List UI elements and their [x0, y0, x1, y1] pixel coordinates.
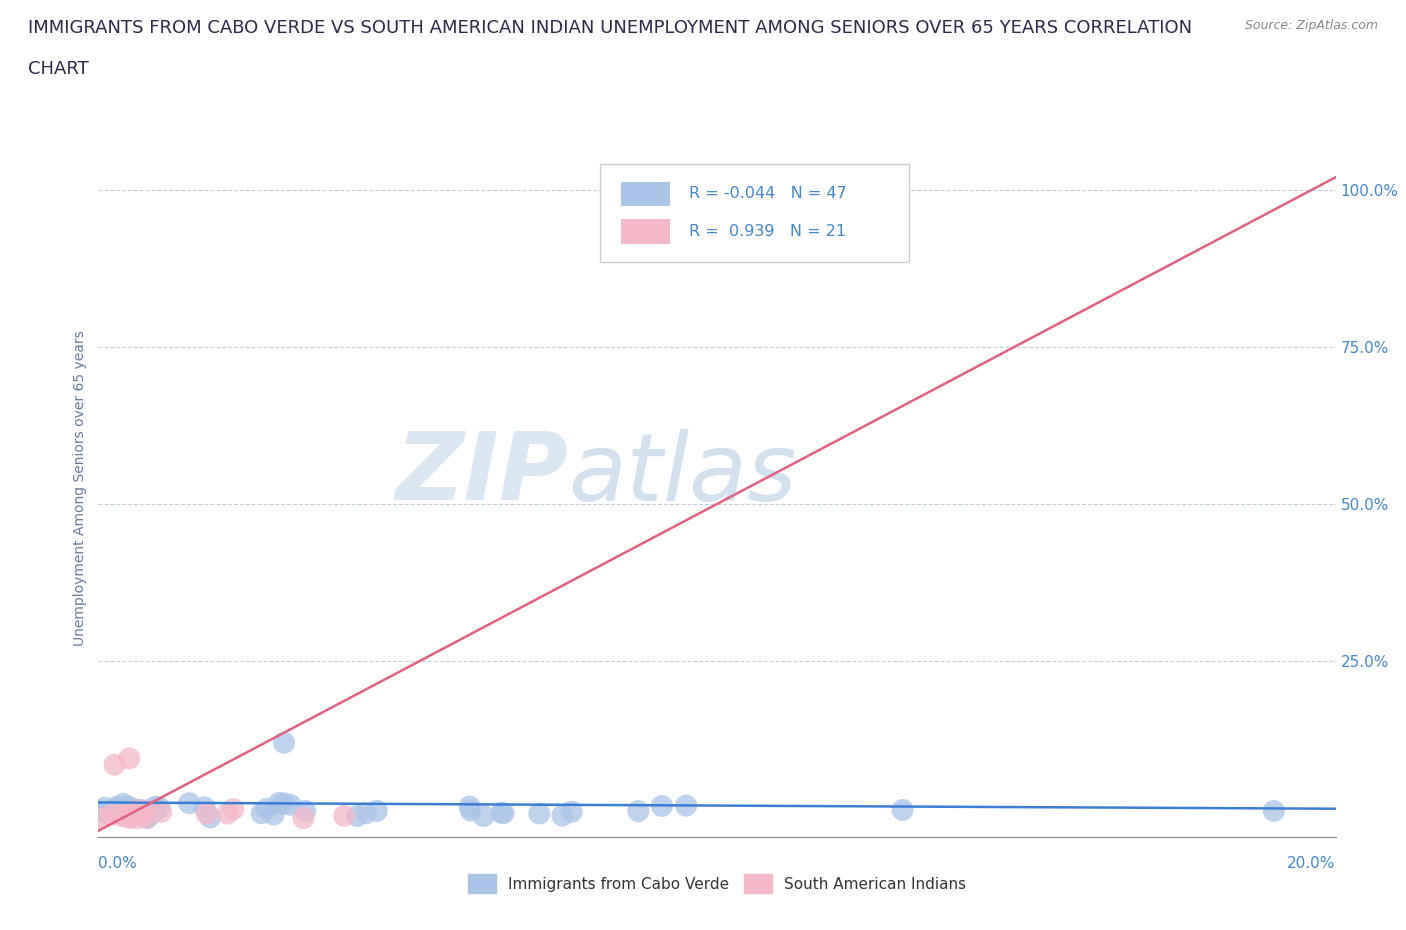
Point [132, 804, 155, 819]
Point [891, 803, 914, 817]
Point [145, 803, 167, 817]
Text: Source: ZipAtlas.com: Source: ZipAtlas.com [1244, 19, 1378, 32]
Point [256, 802, 278, 817]
Point [267, 795, 290, 810]
Point [127, 811, 149, 826]
Point [111, 809, 134, 824]
Point [627, 804, 650, 818]
Point [472, 808, 495, 823]
Y-axis label: Unemployment Among Seniors over 65 years: Unemployment Among Seniors over 65 years [73, 330, 87, 646]
Bar [620, 181, 671, 206]
Point [492, 805, 515, 820]
Point [124, 804, 146, 819]
Point [136, 811, 159, 826]
Point [118, 751, 141, 766]
Point [103, 757, 125, 772]
Point [138, 809, 160, 824]
Point [118, 810, 141, 825]
Point [460, 804, 482, 818]
Point [100, 807, 122, 822]
Point [195, 806, 218, 821]
Text: ZIP: ZIP [395, 429, 568, 520]
Text: atlas: atlas [568, 429, 797, 520]
Text: R =  0.939   N = 21: R = 0.939 N = 21 [689, 224, 846, 239]
Point [120, 810, 142, 825]
Point [120, 804, 142, 819]
Point [101, 804, 124, 818]
Point [148, 800, 170, 815]
Point [105, 800, 128, 815]
Point [129, 803, 152, 817]
Point [222, 802, 245, 817]
Point [333, 808, 356, 823]
Point [135, 803, 157, 817]
Point [143, 800, 166, 815]
Point [128, 804, 150, 818]
Bar [620, 219, 671, 244]
Point [294, 804, 316, 818]
FancyBboxPatch shape [599, 164, 908, 261]
Point [112, 807, 135, 822]
Point [198, 810, 221, 825]
Point [93, 801, 115, 816]
Point [491, 805, 513, 820]
Point [217, 806, 239, 821]
Text: CHART: CHART [28, 60, 89, 78]
Text: R = -0.044   N = 47: R = -0.044 N = 47 [689, 186, 846, 202]
Point [278, 797, 301, 812]
Point [250, 806, 273, 821]
Point [346, 809, 368, 824]
Point [120, 804, 142, 819]
Point [458, 799, 481, 814]
Point [561, 804, 583, 819]
Point [292, 811, 315, 826]
Point [115, 808, 138, 823]
Point [121, 801, 143, 816]
Point [91, 811, 114, 826]
Point [150, 804, 173, 819]
Point [107, 804, 129, 819]
Point [135, 810, 157, 825]
Point [366, 804, 388, 818]
Text: 20.0%: 20.0% [1288, 857, 1336, 871]
Point [179, 796, 201, 811]
Point [273, 736, 295, 751]
Point [93, 805, 115, 820]
Point [117, 799, 139, 814]
Point [551, 808, 574, 823]
Point [1263, 804, 1285, 818]
Text: IMMIGRANTS FROM CABO VERDE VS SOUTH AMERICAN INDIAN UNEMPLOYMENT AMONG SENIORS O: IMMIGRANTS FROM CABO VERDE VS SOUTH AMER… [28, 19, 1192, 36]
Point [112, 796, 135, 811]
Point [651, 799, 673, 814]
Point [127, 803, 149, 817]
Legend: Immigrants from Cabo Verde, South American Indians: Immigrants from Cabo Verde, South Americ… [463, 869, 972, 899]
Point [354, 806, 377, 821]
Point [529, 806, 551, 821]
Point [94, 804, 117, 819]
Point [90, 804, 112, 818]
Point [273, 796, 295, 811]
Point [194, 800, 217, 815]
Point [675, 798, 697, 813]
Point [799, 182, 821, 197]
Text: 0.0%: 0.0% [98, 857, 138, 871]
Point [263, 807, 285, 822]
